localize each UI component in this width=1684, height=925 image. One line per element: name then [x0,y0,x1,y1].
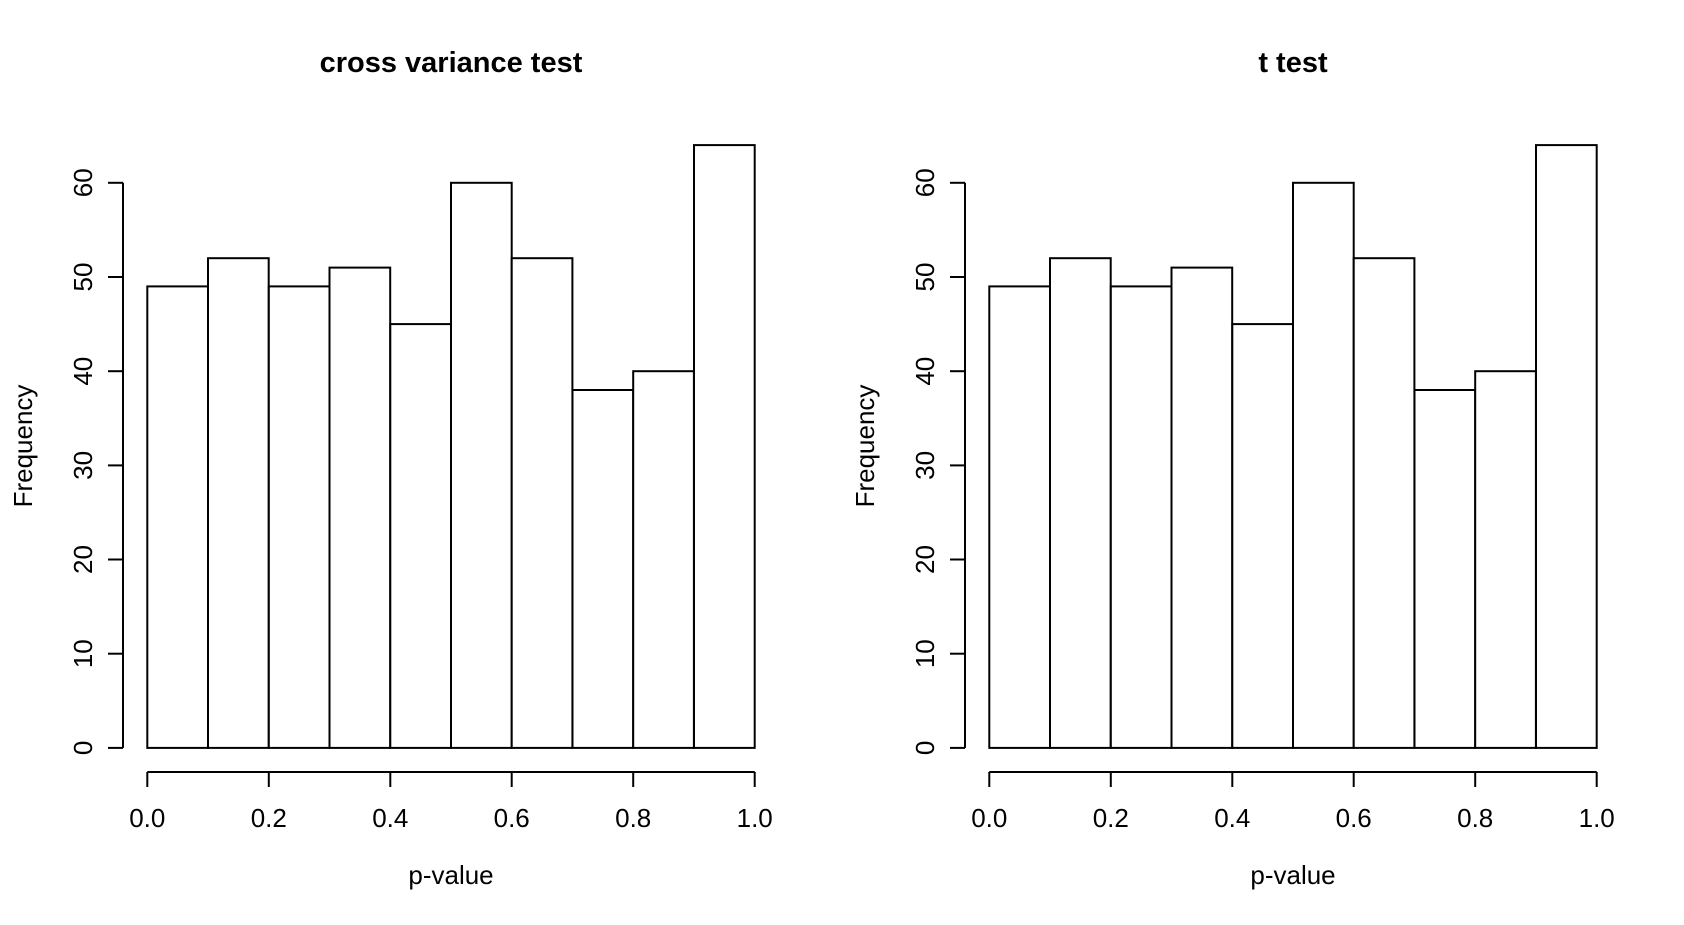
bars-group [988,144,1598,749]
histogram-bar [1170,266,1234,749]
histogram-bar [328,266,392,749]
y-tick-label: 40 [68,357,98,386]
y-tick-label: 60 [910,168,940,197]
chart-title: cross variance test [320,47,583,79]
x-tick-label: 0.0 [129,803,165,833]
chart-title: t test [1258,47,1328,79]
histogram-bar [1231,323,1294,749]
x-tick-label: 0.8 [615,803,651,833]
histogram-bar [693,144,756,749]
x-axis: 0.0 0.2 0.4 0.6 0.8 1.0 [971,771,1615,833]
x-axis-label: p-value [1250,860,1335,890]
y-axis: 0 10 20 30 40 50 60 [910,168,966,755]
histogram-bar [1049,257,1112,749]
y-tick-label: 20 [68,545,98,574]
y-tick-label: 60 [68,168,98,197]
x-axis: 0.0 0.2 0.4 0.6 0.8 1.0 [129,771,773,833]
histogram-bar [571,389,635,749]
y-axis-label: Frequency [8,385,38,508]
histogram-panel-cross-variance-test: 0 10 20 30 40 50 60 0.0 0.2 0.4 0.6 0.8 1.0 cross v… [8,47,773,890]
bars-group [146,144,756,749]
y-tick-label: 30 [68,451,98,480]
histogram-bar [1292,181,1355,749]
x-tick-label: 0.2 [251,803,287,833]
histogram-bar [1109,285,1173,749]
y-tick-label: 40 [910,357,940,386]
x-axis-label: p-value [408,860,493,890]
y-tick-label: 50 [910,263,940,292]
x-tick-label: 0.6 [1336,803,1372,833]
y-tick-label: 30 [910,451,940,480]
x-tick-label: 0.4 [372,803,408,833]
y-axis-label: Frequency [850,385,880,508]
y-tick-label: 10 [68,639,98,668]
histogram-bar [207,257,270,749]
x-tick-label: 0.4 [1214,803,1250,833]
histogram-bar [1352,257,1416,749]
x-tick-label: 0.8 [1457,803,1493,833]
histogram-bar [1474,370,1537,749]
histogram-bar [988,285,1052,749]
y-tick-label: 0 [910,741,940,755]
histogram-bar [632,370,695,749]
x-tick-label: 0.0 [971,803,1007,833]
histogram-bar [389,323,452,749]
histogram-bar [510,257,574,749]
histogram-bar [1535,144,1598,749]
y-tick-label: 10 [910,639,940,668]
y-axis: 0 10 20 30 40 50 60 [68,168,124,755]
y-tick-label: 20 [910,545,940,574]
x-tick-label: 0.2 [1093,803,1129,833]
x-tick-label: 0.6 [494,803,530,833]
x-tick-label: 1.0 [1579,803,1615,833]
histogram-bar [146,285,210,749]
y-tick-label: 0 [68,741,98,755]
histogram-bar [450,181,513,749]
histogram-bar [267,285,331,749]
histogram-bar [1413,389,1477,749]
y-tick-label: 50 [68,263,98,292]
x-tick-label: 1.0 [737,803,773,833]
